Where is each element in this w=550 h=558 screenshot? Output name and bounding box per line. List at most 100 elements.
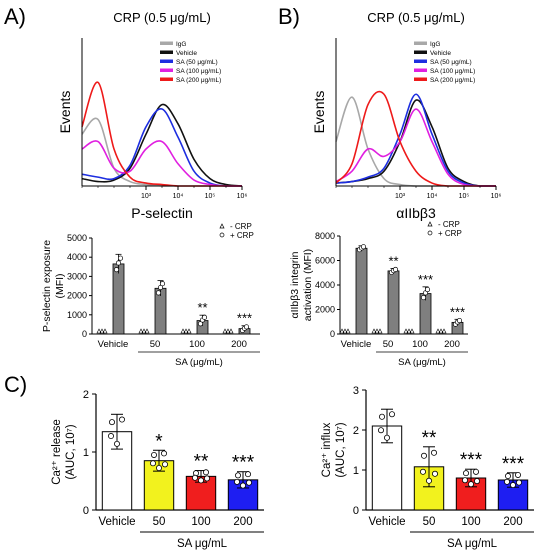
minus-crp-point (377, 328, 383, 334)
y-axis-label: Ca²⁺ release (51, 419, 63, 485)
significance-label: ** (194, 452, 209, 473)
significance-label: *** (502, 454, 525, 475)
minus-crp-point (180, 328, 186, 334)
data-point (473, 478, 480, 485)
legend-label: Vehicle (176, 50, 197, 57)
data-point (245, 479, 252, 486)
y-axis-label: (AUC, 10⁷) (335, 422, 347, 477)
category-label: Vehicle (368, 516, 405, 528)
data-point (114, 440, 121, 447)
minus-crp-point (138, 328, 144, 334)
legend-swatch (414, 77, 427, 81)
legend-swatch (160, 77, 173, 81)
legend-swatch (414, 59, 427, 63)
x-axis-label: SA μg/mL (447, 538, 498, 550)
panel-label-c: C) (4, 372, 27, 397)
panel-label-b: B) (278, 4, 300, 29)
plus-crp-point (424, 286, 431, 293)
legend-label: + CRP (438, 229, 462, 238)
legend-label: SA (50 μg/mL) (430, 59, 472, 66)
category-label: 100 (191, 516, 210, 528)
x-axis-label: SA (μg/mL) (175, 357, 223, 368)
legend-label: SA (50 μg/mL) (176, 59, 218, 66)
legend-swatch (160, 68, 173, 72)
data-point (516, 479, 523, 486)
minus-crp-point (406, 328, 412, 334)
legend-swatch (160, 41, 173, 45)
data-point (233, 478, 240, 485)
histogram-title: CRP (0.5 μg/mL) (113, 10, 211, 25)
histogram-series-4 (81, 81, 242, 187)
legend-triangle-marker (427, 221, 433, 227)
minus-crp-point (183, 328, 189, 334)
bar-chart-calcium-influx: 0 1 2 3 Ca²⁺ influx (AUC, 10⁷) Vehicle ** 50 *** 1… (321, 385, 534, 550)
y-axis-label: activation (MFI) (302, 249, 314, 321)
minus-crp-point (339, 328, 345, 334)
data-point (149, 460, 156, 467)
minus-crp-point (225, 328, 231, 334)
legend-label: - CRP (230, 222, 252, 231)
minus-crp-point (102, 328, 108, 334)
category-label: 50 (150, 339, 161, 350)
significance-label: ** (422, 428, 437, 449)
y-tick-label: 5000 (67, 233, 87, 243)
histogram-series-0 (335, 96, 496, 187)
legend-label: IgG (430, 41, 440, 48)
data-point (461, 477, 468, 484)
minus-crp-point (144, 328, 150, 334)
plus-crp-point (155, 290, 162, 296)
plus-crp-point (420, 295, 427, 301)
data-point (108, 433, 115, 440)
x-tick-label: 10⁴ (427, 193, 438, 200)
y-axis-label: (MFI) (54, 273, 66, 298)
significance-label: ** (197, 300, 207, 315)
legend-swatch (160, 50, 173, 54)
y-tick-label: 4000 (67, 252, 87, 262)
category-label: 200 (444, 339, 460, 350)
minus-crp-point (403, 328, 409, 334)
data-point (509, 482, 516, 489)
x-axis-label: αIIbβ3 (396, 205, 436, 221)
data-point (504, 473, 511, 480)
data-point (109, 419, 116, 426)
plus-crp-point (157, 284, 164, 291)
plus-crp-point (392, 266, 399, 272)
category-label: 100 (412, 339, 428, 350)
data-point (503, 478, 510, 485)
plus-crp-point (117, 255, 124, 261)
data-point (234, 472, 241, 479)
significance-label: * (155, 431, 163, 452)
legend-label: SA (100 μg/mL) (176, 68, 221, 75)
x-tick-label: 10⁶ (491, 193, 502, 200)
bar-plus-crp (355, 247, 368, 335)
bar (497, 479, 529, 511)
minus-crp-point (371, 328, 377, 334)
data-point (191, 474, 198, 481)
data-point (431, 470, 438, 477)
data-point (378, 413, 385, 420)
legend-label: IgG (176, 41, 186, 48)
significance-label: *** (232, 453, 255, 474)
data-point (119, 416, 126, 423)
x-tick-label: 10⁵ (205, 193, 216, 200)
y-tick-label: 1 (83, 447, 89, 459)
x-tick-label: 10³ (395, 193, 406, 200)
data-point (430, 449, 437, 456)
category-label: 50 (153, 516, 166, 528)
y-tick-label: 3 (353, 385, 359, 397)
histogram-series-2 (81, 108, 242, 187)
y-tick-label: 2 (353, 425, 359, 437)
plus-crp-point (115, 260, 122, 266)
plus-crp-point (159, 281, 166, 287)
plus-crp-point (243, 324, 250, 330)
category-label: 50 (423, 516, 436, 528)
plus-crp-point (456, 317, 463, 324)
legend-circle-marker (219, 232, 225, 238)
legend-swatch (414, 68, 427, 72)
panel-label-a: A) (4, 4, 26, 29)
legend-label: SA (200 μg/mL) (430, 77, 475, 84)
legend-label: SA (200 μg/mL) (176, 77, 221, 84)
data-point (202, 469, 209, 476)
data-point (472, 468, 479, 475)
histogram-aiib-b3: CRP (0.5 μg/mL) 10³ 10⁴ 10⁵ 10⁶ αIIbβ3 Events I… (311, 10, 501, 221)
